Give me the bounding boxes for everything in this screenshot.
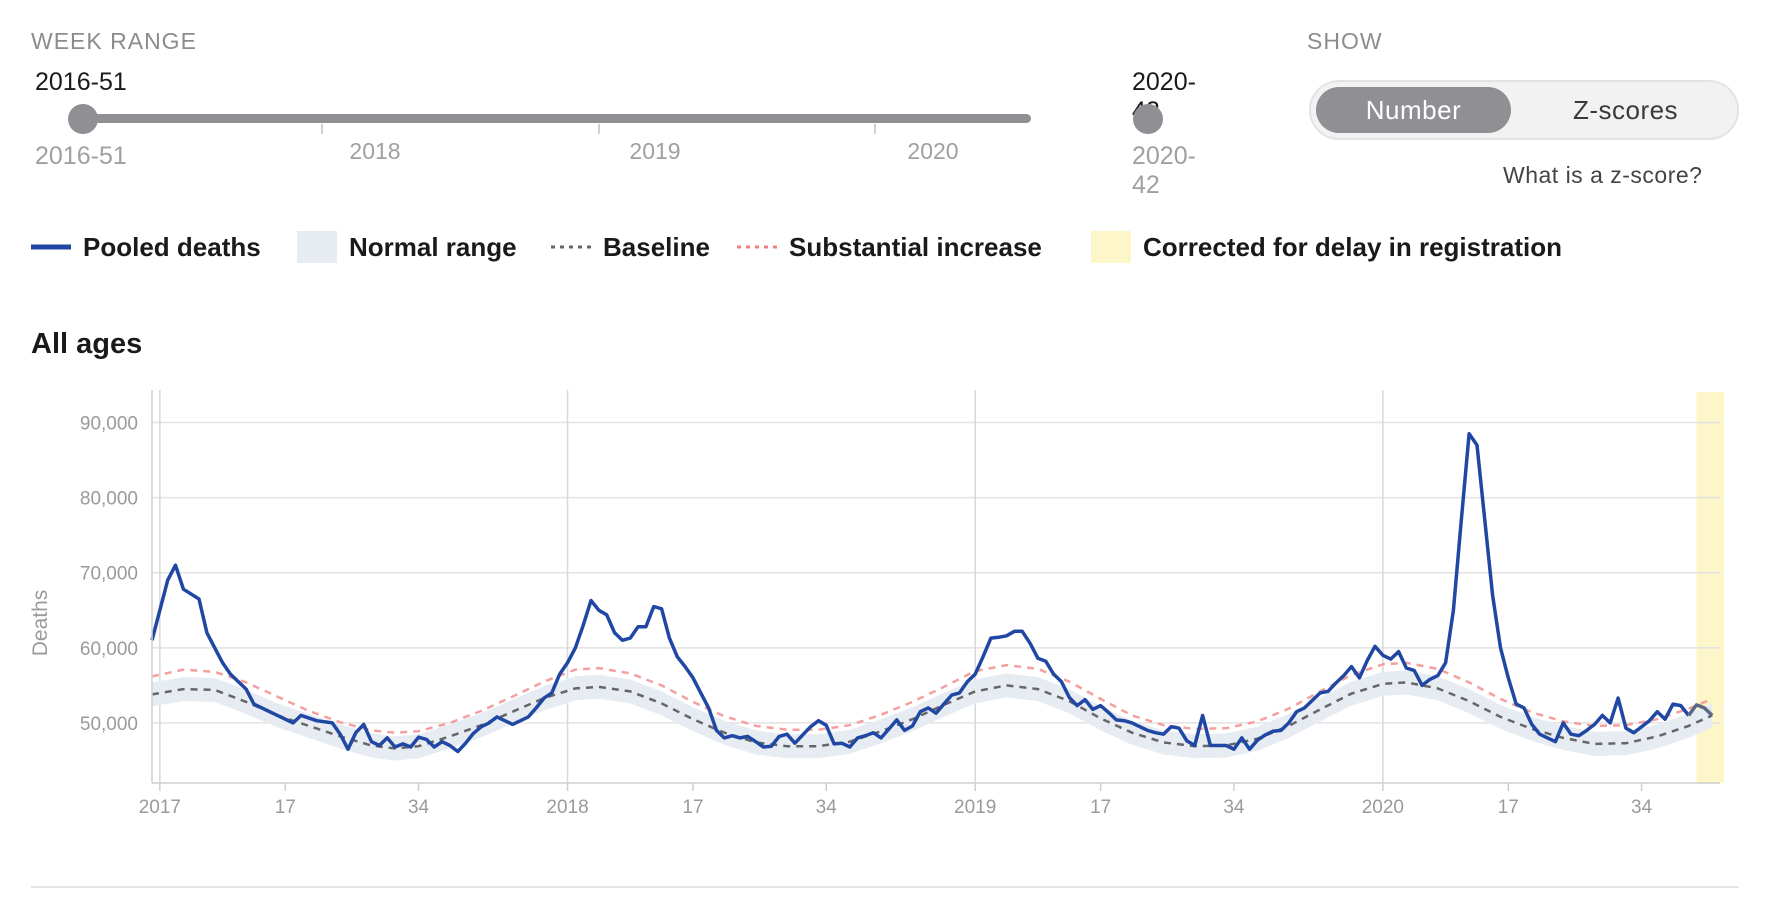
- y-tick-label: 80,000: [80, 489, 138, 510]
- slider-track[interactable]: [75, 114, 1031, 123]
- x-tick-label: 34: [816, 797, 838, 818]
- legend-dots-swatch: [737, 245, 777, 249]
- show-toggle[interactable]: Number Z-scores: [1309, 80, 1739, 140]
- legend-label: Corrected for delay in registration: [1143, 231, 1562, 262]
- y-tick-label: 90,000: [80, 414, 138, 435]
- y-tick-label: 70,000: [80, 564, 138, 585]
- legend-box-swatch: [1091, 231, 1131, 263]
- substantial-increase-line: [151, 661, 1713, 734]
- slider-tick-label: 2018: [349, 138, 401, 164]
- legend-dots-swatch: [551, 245, 591, 249]
- x-tick-label: 17: [275, 797, 296, 818]
- slider-min-label: 2016-51: [35, 142, 127, 170]
- toggle-zscores-button[interactable]: Z-scores: [1572, 94, 1679, 125]
- divider: [31, 886, 1739, 888]
- y-axis-label: Deaths: [29, 590, 52, 657]
- x-tick-label: 2020: [1362, 797, 1404, 818]
- y-tick-label: 60,000: [80, 639, 138, 660]
- toggle-number-button[interactable]: Number: [1316, 87, 1511, 133]
- x-tick-label: 34: [1631, 797, 1653, 818]
- y-tick-label: 50,000: [80, 714, 138, 735]
- baseline-line: [151, 681, 1713, 750]
- legend-label: Substantial increase: [789, 231, 1042, 262]
- x-tick-label: 17: [1498, 797, 1519, 818]
- show-label: SHOW: [1307, 28, 1383, 54]
- x-tick-label: 34: [1223, 797, 1245, 818]
- slider-tick-label: 2019: [629, 138, 681, 164]
- range-end-handle[interactable]: [1133, 104, 1163, 134]
- x-tick-label: 17: [1090, 797, 1111, 818]
- legend-label: Baseline: [603, 231, 710, 262]
- slider-tick-mark: [321, 124, 323, 134]
- legend-item-baseline: Baseline: [551, 227, 710, 267]
- slider-max-label: 2020-42: [1132, 142, 1196, 199]
- week-range-label: WEEK RANGE: [31, 28, 197, 54]
- slider-tick-label: 2020: [907, 138, 959, 164]
- legend-item-normal-range: Normal range: [297, 227, 517, 267]
- slider-tick-mark: [874, 124, 876, 134]
- legend-item-pooled-deaths: Pooled deaths: [31, 227, 261, 267]
- legend-label: Pooled deaths: [83, 231, 261, 262]
- legend-label: Normal range: [349, 231, 517, 262]
- x-tick-label: 34: [408, 797, 430, 818]
- legend-line-swatch: [31, 244, 71, 250]
- legend-item-substantial-increase: Substantial increase: [737, 227, 1042, 267]
- x-tick-label: 2019: [954, 797, 996, 818]
- x-tick-label: 2017: [139, 797, 181, 818]
- week-range-slider[interactable]: 2016-51 2020-42 2018 2019 2020 2016-51 2…: [31, 68, 1221, 199]
- corrected-deaths-line: [1687, 703, 1714, 717]
- x-tick-label: 2018: [546, 797, 588, 818]
- deaths-line-chart: 50,000 60,000 70,000 80,000 90,000 2017 17 34 20…: [29, 390, 1724, 818]
- legend-item-corrected-delay: Corrected for delay in registration: [1091, 227, 1562, 267]
- pooled-deaths-line: [150, 432, 1690, 754]
- legend-box-swatch: [297, 231, 337, 263]
- normal-range-band: [152, 670, 1713, 761]
- range-start-value: 2016-51: [35, 68, 127, 96]
- range-start-handle[interactable]: [68, 104, 98, 134]
- x-tick-label: 17: [682, 797, 703, 818]
- chart-title: All ages: [31, 328, 143, 360]
- zscore-help-link[interactable]: What is a z-score?: [1503, 162, 1703, 188]
- slider-tick-mark: [598, 124, 600, 134]
